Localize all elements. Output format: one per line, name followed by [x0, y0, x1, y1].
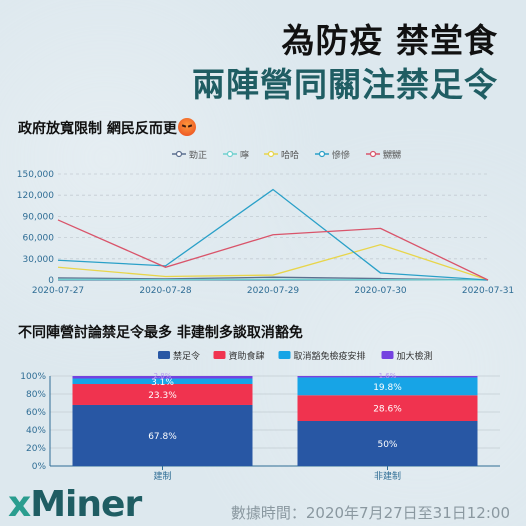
- bar-segment-1-0: [297, 421, 478, 466]
- y-tick-label: 20%: [26, 444, 46, 454]
- legend-item-0: 勁正: [172, 149, 207, 161]
- angry-face-icon: [177, 118, 196, 136]
- y-tick-label: 90,000: [23, 212, 55, 222]
- bar-data-label: 2.8%: [154, 372, 172, 380]
- series-line-3: [57, 188, 489, 281]
- series-line-0: [57, 276, 489, 281]
- legend-swatch: [381, 351, 394, 359]
- bar-segment-0-0: [72, 404, 253, 466]
- legend-label: 慘慘: [332, 149, 350, 161]
- headline-line2: 兩陣營同關注禁足令: [192, 65, 498, 104]
- x-tick-label: 2020-07-30: [354, 286, 407, 296]
- x-tick-label: 非建制: [374, 470, 401, 482]
- legend-label: 嚀: [240, 149, 249, 161]
- legend-item-2: 哈哈: [264, 149, 299, 161]
- bar-data-label: 19.8%: [373, 383, 402, 393]
- y-tick-label: 80%: [26, 390, 46, 400]
- legend-label: 勁正: [189, 149, 207, 161]
- legend-label: 取消豁免檢疫安排: [294, 350, 366, 362]
- stacked-bar-chart: 禁足令 資助食肆 取消豁免檢疫安排 加大檢測 0% 20% 40% 60% 80% 100% 67.…: [20, 350, 500, 482]
- legend-swatch-dot: [267, 150, 275, 158]
- bar-data-label: 1.6%: [379, 372, 397, 380]
- legend-label: 嬲嬲: [383, 149, 401, 161]
- series-line-4: [57, 219, 489, 281]
- data-period-text: 數據時間：2020年7月27日至31日12:00: [230, 504, 510, 522]
- legend-item-3: 慘慘: [315, 149, 350, 161]
- legend-item-2: 取消豁免檢疫安排: [278, 350, 366, 362]
- bar-segment-1-1: [297, 395, 478, 421]
- y-tick-label: 60,000: [23, 234, 55, 244]
- legend-label: 資助食肆: [229, 350, 265, 362]
- x-tick-label: 2020-07-28: [139, 286, 192, 296]
- legend-swatch: [158, 351, 170, 359]
- bar-data-label: 67.8%: [148, 432, 177, 442]
- series-line-2: [57, 243, 489, 281]
- y-tick-label: 0: [48, 276, 54, 286]
- bar-data-label: 3.1%: [151, 378, 174, 388]
- y-tick-label: 150,000: [17, 170, 54, 180]
- bar-segment-0-2: [72, 378, 253, 385]
- legend-swatch: [213, 351, 226, 359]
- legend-item-4: 嬲嬲: [366, 149, 401, 161]
- legend-swatch-dot: [318, 150, 326, 158]
- bar-data-label: 50%: [377, 440, 397, 450]
- x-tick-label: 建制: [153, 470, 171, 482]
- y-tick-label: 30,000: [23, 255, 55, 265]
- legend-item-1: 嚀: [223, 149, 249, 161]
- legend-label: 哈哈: [281, 149, 299, 161]
- y-tick-label: 40%: [26, 426, 46, 436]
- series-line-1: [57, 278, 489, 281]
- line-chart-title-text: 政府放寬限制 網民反而更: [18, 121, 177, 137]
- x-tick-label: 2020-07-27: [32, 286, 84, 296]
- xminer-logo: xMiner: [8, 484, 142, 525]
- bar-data-label: 23.3%: [148, 391, 177, 401]
- x-tick-label: 2020-07-31: [462, 286, 514, 296]
- bar-segment-0-3: [72, 376, 253, 379]
- legend-swatch-dot: [175, 150, 183, 158]
- headline-line1: 為防疫 禁堂食: [281, 21, 498, 60]
- bar-data-label: 28.6%: [373, 405, 402, 415]
- line-chart: 勁正 嚀 哈哈 慘慘 嬲嬲 0 30,000 60,000 90,000 120,000 150,0…: [17, 149, 514, 296]
- y-tick-label: 120,000: [17, 191, 54, 201]
- line-chart-title: 政府放寬限制 網民反而更: [18, 118, 196, 138]
- legend-item-0: 禁足令: [158, 350, 200, 362]
- legend-item-3: 加大檢測: [381, 350, 433, 362]
- legend-swatch: [278, 351, 291, 359]
- y-tick-label: 0%: [32, 462, 47, 472]
- legend-label: 禁足令: [173, 350, 200, 362]
- y-tick-label: 60%: [26, 408, 46, 418]
- bar-segment-1-3: [297, 376, 478, 378]
- bar-segment-0-1: [72, 384, 253, 405]
- bar-segment-1-2: [297, 377, 478, 396]
- y-tick-label: 100%: [20, 372, 46, 382]
- legend-item-1: 資助食肆: [213, 350, 265, 362]
- legend-label: 加大檢測: [397, 350, 433, 362]
- bar-chart-title: 不同陣營討論禁足令最多 非建制多談取消豁免: [18, 325, 303, 341]
- legend-swatch-dot: [226, 150, 234, 158]
- x-tick-label: 2020-07-29: [247, 286, 300, 296]
- legend-swatch-dot: [369, 150, 377, 158]
